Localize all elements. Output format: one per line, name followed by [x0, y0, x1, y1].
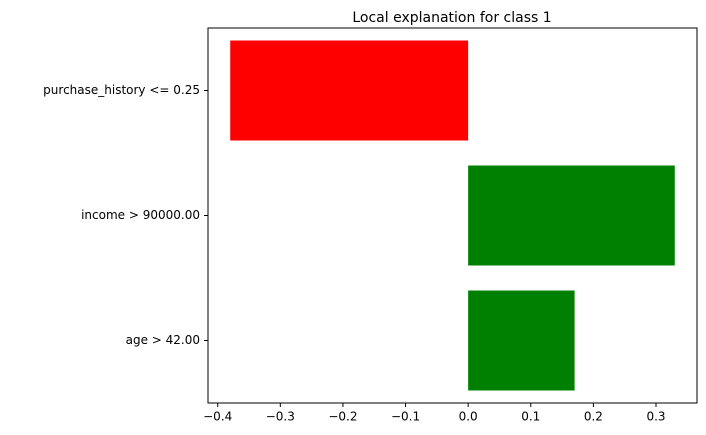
- chart-title: Local explanation for class 1: [352, 10, 551, 26]
- y-tick-label: age > 42.00: [126, 333, 200, 347]
- x-tick-label: −0.4: [203, 410, 232, 424]
- x-tick-label: −0.2: [328, 410, 357, 424]
- bar: [468, 290, 575, 391]
- x-tick-label: 0.3: [646, 410, 665, 424]
- x-tick-label: 0.2: [584, 410, 603, 424]
- y-tick-label: income > 90000.00: [81, 208, 200, 222]
- x-tick-label: −0.1: [391, 410, 420, 424]
- plot-frame: [207, 27, 698, 404]
- x-tick-label: 0.1: [521, 410, 540, 424]
- y-tick-label: purchase_history <= 0.25: [43, 83, 200, 97]
- bar: [468, 165, 675, 266]
- bar: [230, 40, 469, 141]
- x-tick-label: −0.3: [266, 410, 295, 424]
- x-tick-label: 0.0: [459, 410, 478, 424]
